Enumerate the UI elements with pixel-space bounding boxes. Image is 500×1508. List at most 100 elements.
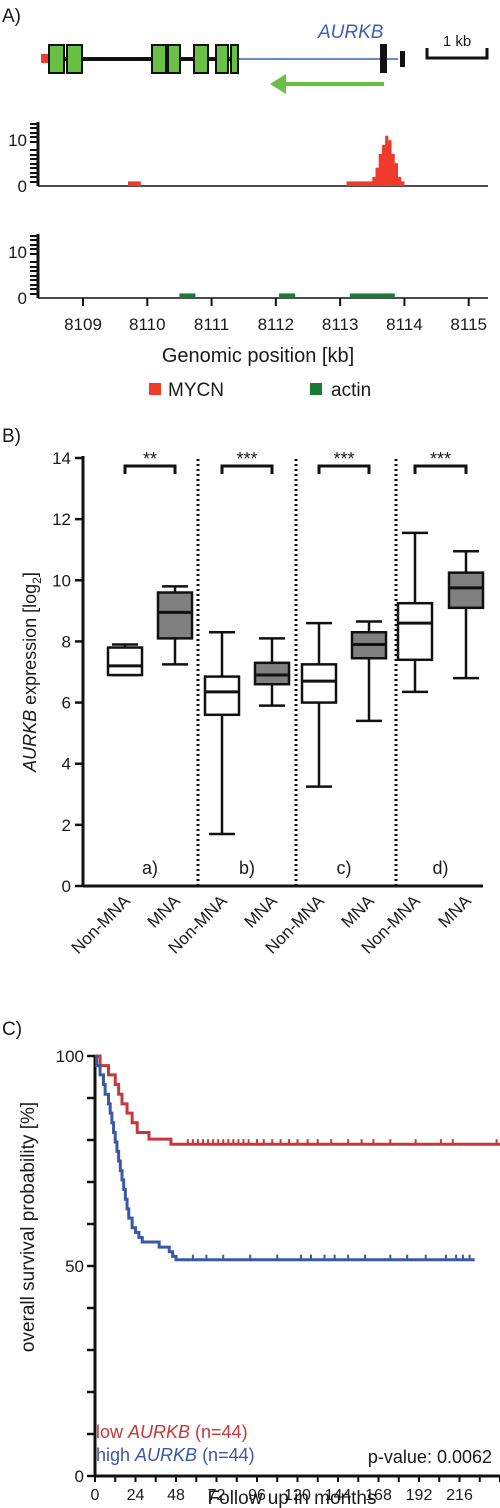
- boxplot-box: [106, 646, 144, 677]
- boxplot-y-tick-label: 6: [62, 694, 71, 713]
- genomic-x-tick-label: 8114: [386, 315, 423, 334]
- survival-y-ticks: 0 50 100: [56, 1047, 95, 1486]
- legend-panel-a: MYCN actin: [149, 380, 371, 401]
- mycn-signal-area: [128, 135, 408, 186]
- actin-signal-segment: [179, 293, 196, 298]
- legend-low-suffix: (n=44): [190, 1422, 248, 1442]
- survival-y-tick-label: 100: [56, 1047, 84, 1066]
- gene-exon: [193, 44, 209, 74]
- significance-stars: ***: [236, 449, 257, 469]
- boxplot-x-label: MNA: [241, 891, 282, 932]
- boxplot-y-axis-title: AURKB expression [log2]: [20, 572, 44, 773]
- survival-x-tick-label: 144: [325, 1487, 352, 1504]
- gene-exon: [48, 44, 65, 74]
- survival-x-tick-label: 96: [248, 1487, 266, 1504]
- gene-exon: [167, 44, 181, 74]
- significance-bracket: [220, 464, 274, 474]
- panel-label-c: C): [2, 1019, 22, 1040]
- gene-marker-red: [41, 54, 50, 63]
- actin-signal-segments: [179, 293, 395, 298]
- group-id-label: c): [337, 858, 352, 878]
- boxplot-group-dividers: [196, 459, 398, 886]
- survival-x-tick-label: 72: [208, 1487, 226, 1504]
- gene-model: AURKB: [41, 22, 405, 94]
- boxplot-y-tick-label: 4: [62, 755, 71, 774]
- boxplot-y-axis-rest: expression [log: [20, 584, 40, 710]
- gene-exon-terminal: [380, 44, 387, 73]
- boxplot-box: [396, 601, 434, 662]
- track-mycn-ytick-0: 0: [18, 177, 27, 196]
- boxplot-y-axis-close: ]: [20, 572, 40, 577]
- boxplot-box: [447, 571, 485, 610]
- gene-exon-terminal: [400, 51, 405, 67]
- scale-bar: 1 kb: [425, 33, 489, 60]
- track-actin: 10 0: [8, 234, 488, 308]
- survival-x-ticks: 0 24 48 72 96 120 144 168 192 216: [91, 1476, 500, 1504]
- survival-x-tick-label: 216: [446, 1487, 473, 1504]
- genomic-x-tick-label: 8115: [450, 315, 487, 334]
- track-mycn-minor-ticks: [30, 123, 38, 183]
- survival-x-tick-label: 24: [127, 1487, 145, 1504]
- boxplot-axes: [81, 456, 483, 888]
- genomic-x-tick-label: 8113: [322, 315, 359, 334]
- legend-low-gene: AURKB: [127, 1422, 190, 1442]
- survival-legend: low AURKB (n=44) high AURKB (n=44): [96, 1422, 255, 1465]
- boxplot-box: [300, 663, 338, 704]
- boxplot-y-axis-sub: 2: [30, 577, 44, 584]
- legend-low-prefix: low: [96, 1422, 128, 1442]
- survival-x-tick-label: 168: [365, 1487, 392, 1504]
- survival-x-tick-label: 0: [91, 1487, 100, 1504]
- group-id-label: b): [239, 858, 255, 878]
- boxplot-x-label: Non-MNA: [68, 891, 135, 958]
- track-actin-ytick-0: 0: [18, 289, 27, 308]
- significance-bracket: [413, 464, 468, 474]
- survival-pvalue: p-value: 0.0062: [368, 1447, 492, 1467]
- legend-swatch-mycn: [149, 383, 161, 395]
- survival-x-tick-label: 192: [406, 1487, 433, 1504]
- boxplot-x-label: MNA: [144, 891, 185, 932]
- boxplot-box: [203, 675, 241, 717]
- boxplot-boxes: [106, 531, 485, 836]
- boxplot-y-axis-gene: AURKB: [20, 710, 40, 773]
- genomic-x-axis: 8109 8110 8111 8112 8113 8114 8115: [64, 298, 487, 334]
- boxplot-y-tick-label: 8: [62, 632, 71, 651]
- gene-exon: [151, 44, 167, 74]
- boxplot-y-ticks: 0 2 4 6 8 10 12 14: [52, 449, 83, 896]
- actin-signal-segment: [349, 293, 395, 298]
- boxplot-x-label: MNA: [338, 891, 379, 932]
- boxplot-x-label: MNA: [435, 891, 476, 932]
- genomic-x-tick-label: 8109: [64, 315, 102, 334]
- significance-stars: ***: [430, 449, 451, 469]
- gene-name-label: AURKB: [317, 22, 384, 43]
- track-mycn-ytick-10: 10: [8, 131, 27, 150]
- legend-high-suffix: (n=44): [197, 1445, 255, 1465]
- boxplot-box: [156, 591, 194, 640]
- track-actin-ytick-10: 10: [8, 243, 27, 262]
- survival-curves: [95, 1054, 500, 1262]
- legend-label-actin: actin: [331, 380, 371, 401]
- group-id-label: a): [142, 858, 158, 878]
- legend-high-gene: AURKB: [134, 1445, 197, 1465]
- legend-high-aurkb: high AURKB (n=44): [96, 1445, 255, 1465]
- boxplot-y-tick-label: 2: [62, 816, 71, 835]
- boxplot-group-annotations: ** a) *** b) *** c) *** d): [123, 449, 468, 878]
- transcription-arrow-head: [270, 74, 286, 94]
- group-id-label: d): [432, 858, 448, 878]
- boxplot-box: [253, 661, 291, 686]
- track-actin-minor-ticks: [30, 235, 38, 295]
- legend-low-aurkb: low AURKB (n=44): [96, 1422, 248, 1442]
- significance-stars: ***: [333, 449, 354, 469]
- boxplot-y-tick-label: 10: [52, 571, 71, 590]
- legend-swatch-actin: [310, 383, 322, 395]
- genomic-x-tick-label: 8111: [194, 315, 229, 334]
- survival-axes: [93, 1056, 500, 1478]
- gene-exon: [215, 44, 229, 74]
- significance-stars: **: [143, 449, 157, 469]
- genomic-x-tick-label: 8110: [129, 315, 166, 334]
- actin-signal-segment: [279, 293, 296, 298]
- boxplot-y-tick-label: 0: [62, 877, 71, 896]
- panel-label-a: A): [2, 6, 21, 27]
- survival-x-tick-label: 48: [167, 1487, 185, 1504]
- significance-bracket: [317, 464, 371, 474]
